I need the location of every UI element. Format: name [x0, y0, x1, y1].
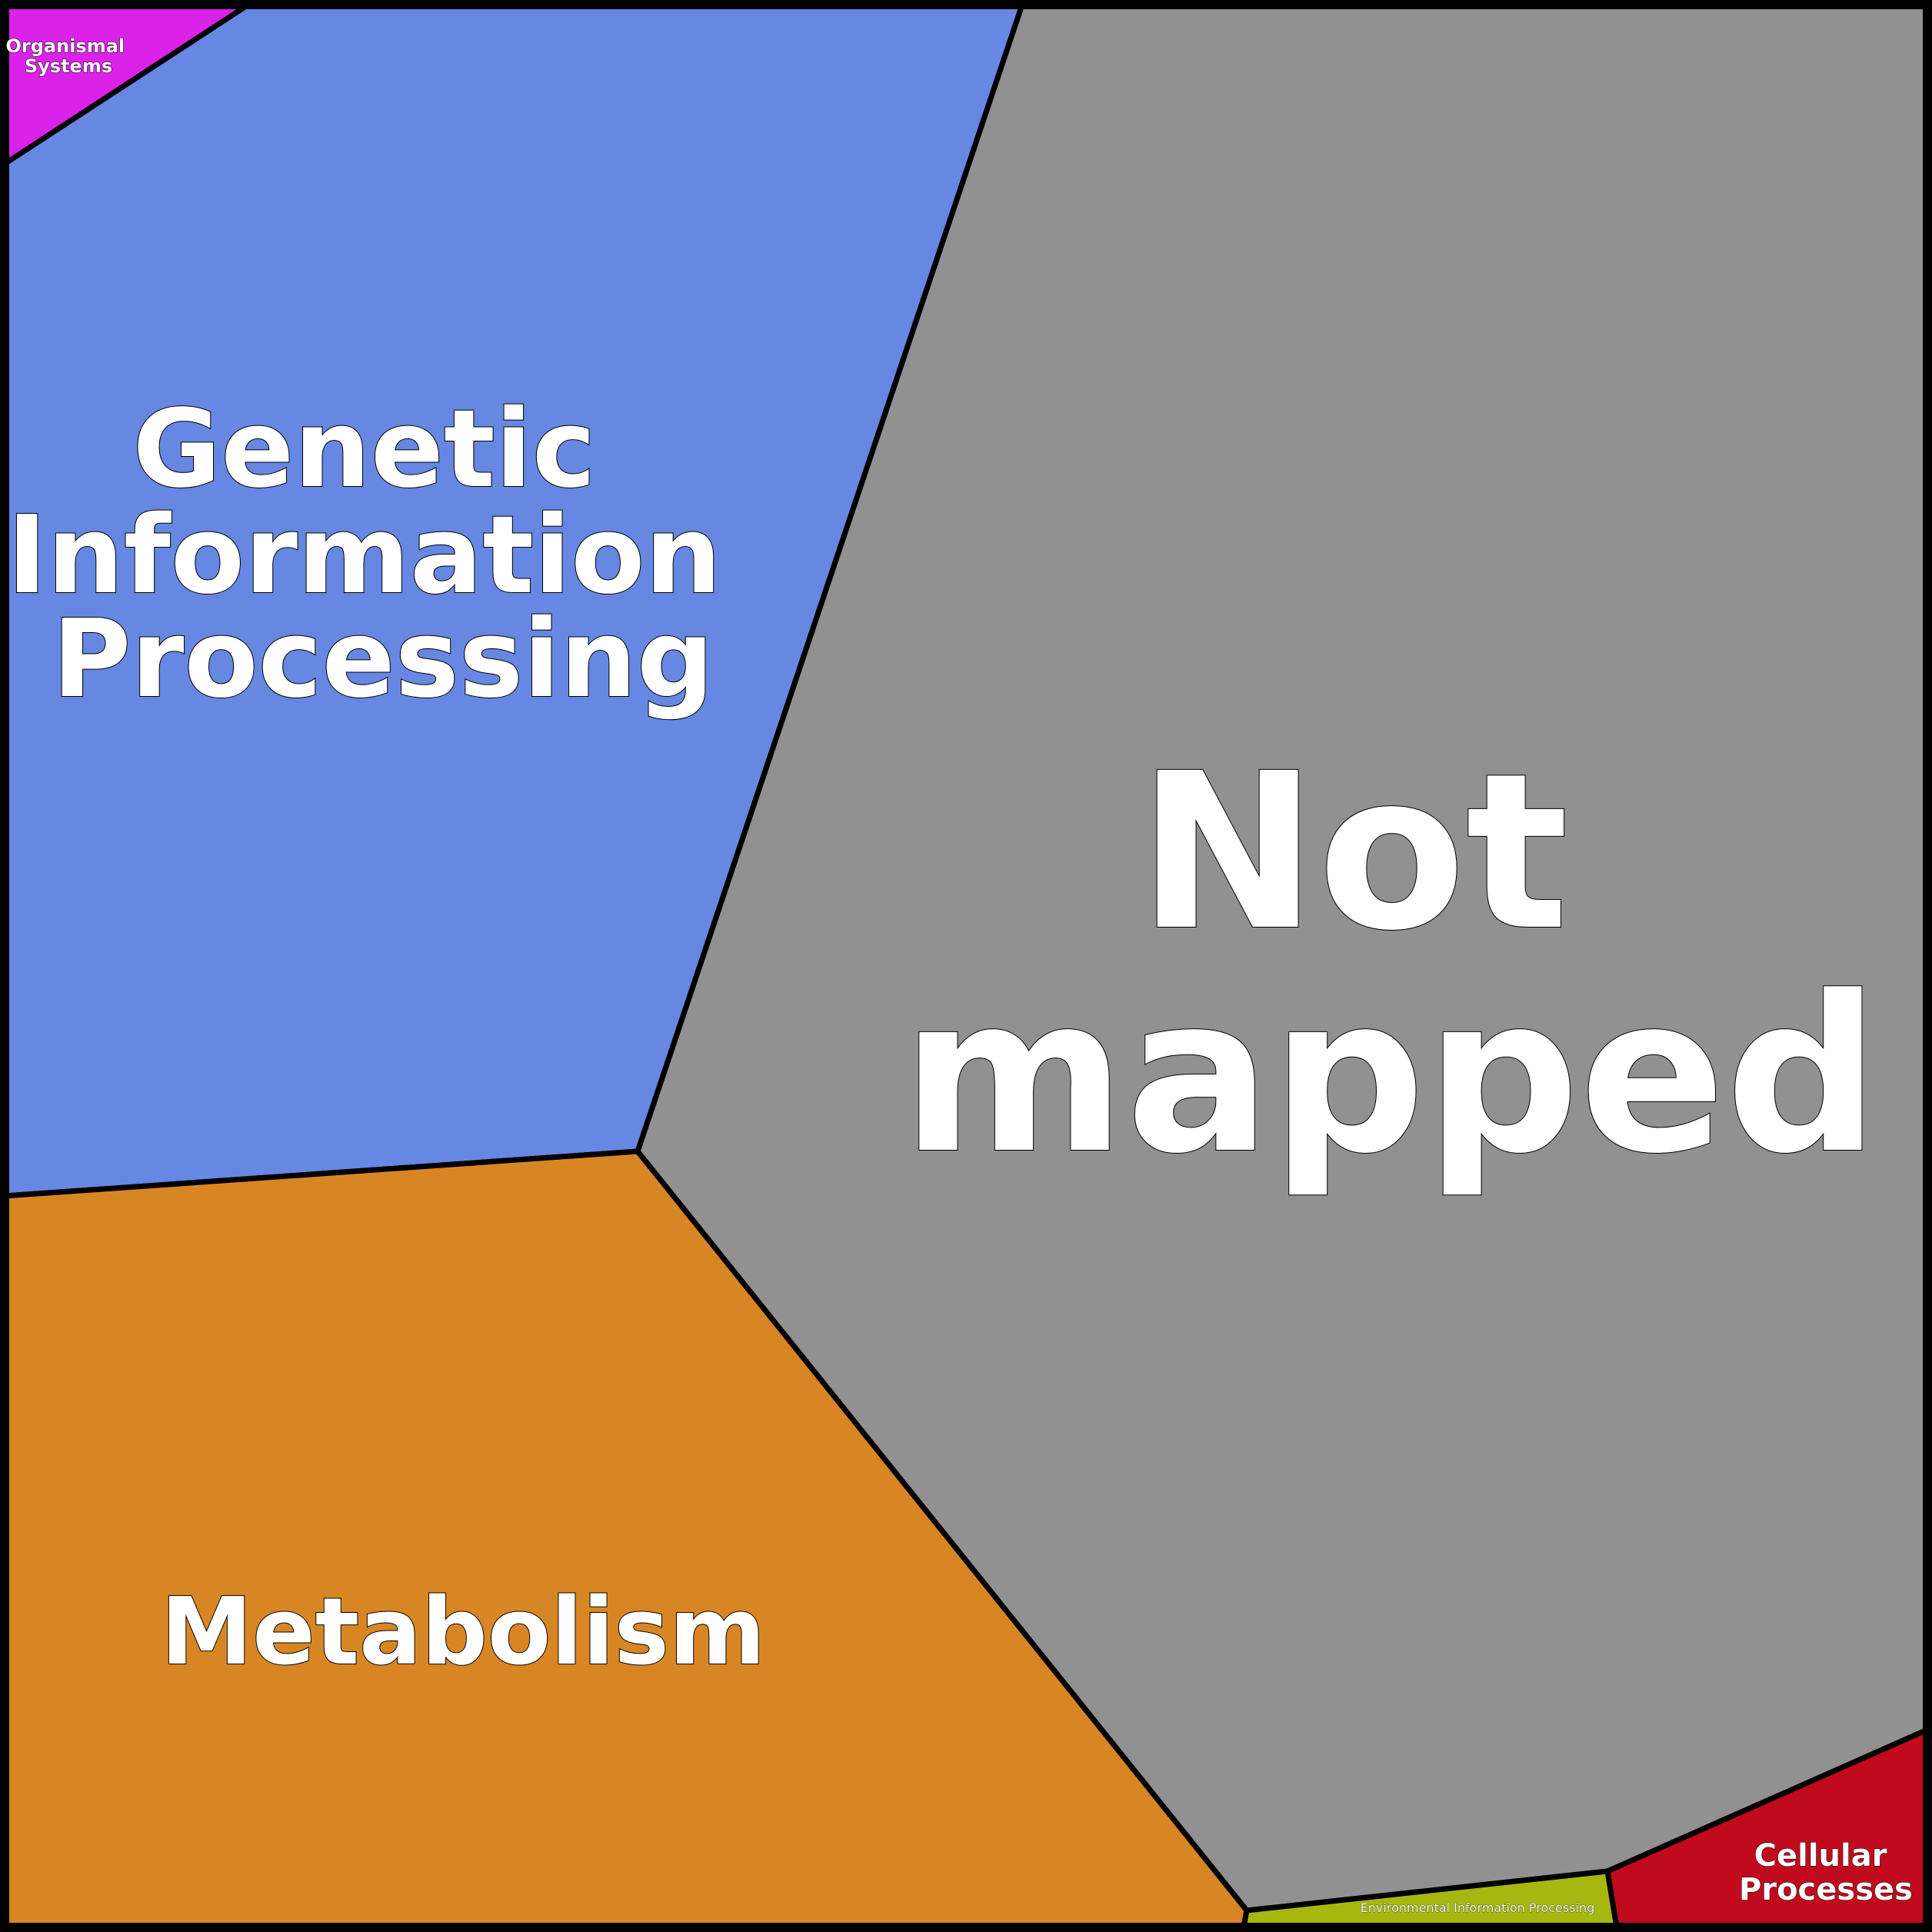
- label-environmental-information-processing: Environmental Information Processing: [1361, 1900, 1595, 1915]
- label-genetic-line-2: Information: [7, 493, 721, 618]
- label-organismal-line-1: Organismal: [6, 35, 125, 57]
- label-not-mapped: Not mapped: [901, 728, 1880, 1201]
- label-cellular-line-2: Processes: [1739, 1872, 1913, 1907]
- label-organismal-line-2: Systems: [25, 55, 112, 77]
- label-cellular-processes: Cellular Processes: [1739, 1838, 1913, 1907]
- label-not-mapped-line-1: Not: [1138, 728, 1569, 978]
- label-genetic-information-processing: Genetic Information Processing: [7, 387, 759, 722]
- label-genetic-line-1: Genetic: [132, 387, 595, 512]
- label-genetic-line-3: Processing: [52, 597, 714, 722]
- label-cellular-line-1: Cellular: [1754, 1838, 1887, 1874]
- label-metabolism: Metabolism: [161, 1579, 765, 1686]
- label-organismal-systems: Organismal Systems: [6, 35, 132, 77]
- label-not-mapped-line-2: mapped: [901, 951, 1880, 1201]
